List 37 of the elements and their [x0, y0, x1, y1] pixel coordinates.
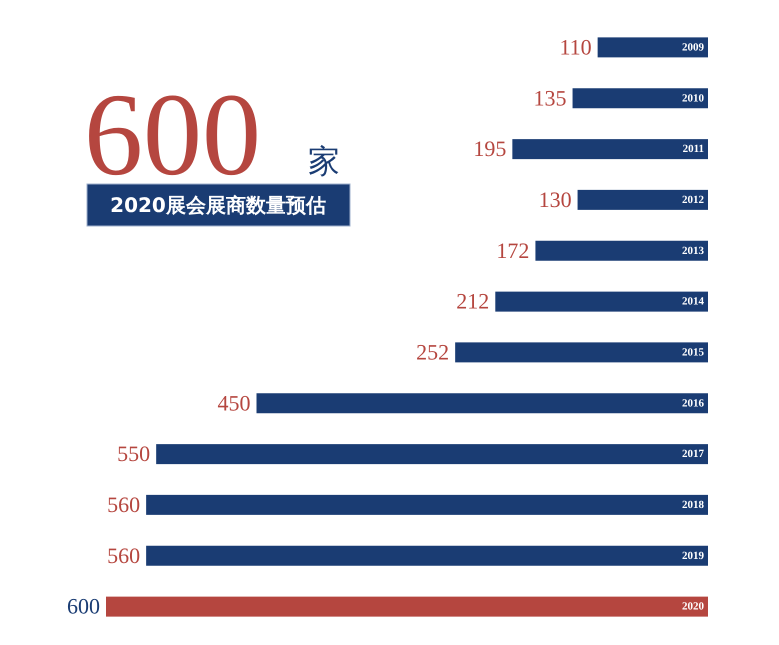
bar — [146, 494, 708, 515]
data-label: 252 — [416, 339, 450, 364]
data-label: 560 — [107, 542, 140, 568]
bar — [106, 596, 708, 617]
bar — [156, 444, 708, 464]
data-label: 550 — [117, 441, 150, 466]
data-label: 560 — [107, 492, 140, 517]
y-tick-label: 2011 — [682, 143, 704, 156]
y-tick-label: 2018 — [682, 498, 704, 511]
bar — [512, 139, 708, 160]
bar — [146, 546, 708, 566]
bar — [598, 37, 708, 58]
y-tick-label: 2014 — [682, 296, 704, 308]
data-label: 450 — [218, 390, 250, 416]
y-tick-label: 2013 — [682, 244, 704, 257]
data-label: 110 — [559, 34, 592, 60]
bar — [256, 393, 708, 414]
bar — [572, 88, 708, 108]
y-tick-label: 2015 — [682, 346, 704, 358]
y-tick-label: 2019 — [682, 550, 704, 562]
bar — [535, 240, 708, 261]
data-label: 600 — [67, 594, 100, 619]
bar — [578, 190, 708, 210]
bar — [455, 342, 708, 362]
data-label: 135 — [534, 85, 567, 110]
data-label: 172 — [496, 238, 530, 263]
data-label: 195 — [473, 136, 506, 162]
data-label: 130 — [538, 186, 572, 212]
y-tick-label: 2017 — [682, 448, 704, 460]
data-label: 212 — [456, 288, 490, 314]
y-tick-label: 2020 — [682, 600, 704, 613]
bar — [495, 292, 708, 312]
y-tick-label: 2016 — [682, 397, 704, 410]
annotation: 家 — [308, 142, 340, 180]
y-tick-label: 2009 — [682, 41, 704, 54]
y-tick-label: 2012 — [682, 194, 704, 206]
y-tick-label: 2010 — [682, 92, 704, 104]
